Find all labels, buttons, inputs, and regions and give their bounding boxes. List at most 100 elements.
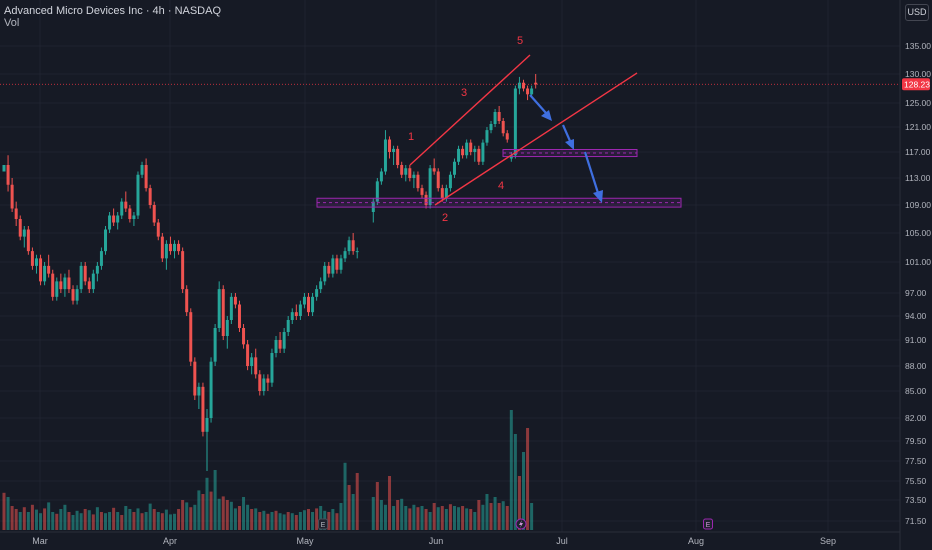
candle	[132, 212, 136, 226]
volume-bar	[160, 513, 164, 530]
volume-bar	[91, 514, 95, 530]
volume-bar	[258, 512, 262, 530]
candle	[181, 247, 185, 293]
candle	[274, 336, 278, 358]
candle	[51, 269, 55, 301]
volume-bar	[270, 512, 274, 530]
candle	[22, 226, 26, 248]
price-tick-label: 75.50	[905, 476, 927, 486]
price-tick-label: 73.50	[905, 495, 927, 505]
volume-bar	[22, 507, 26, 530]
volume-bar	[343, 462, 347, 530]
candle	[189, 308, 193, 366]
candle	[108, 212, 112, 233]
candle	[331, 254, 335, 278]
candle	[408, 165, 412, 182]
candle	[156, 219, 160, 241]
candle	[10, 178, 14, 212]
volume-bar	[67, 512, 71, 530]
candle	[168, 236, 172, 255]
candle	[270, 348, 274, 387]
volume-bar	[124, 506, 128, 530]
price-tick-label: 113.00	[905, 173, 931, 183]
volume-bar	[217, 498, 221, 530]
candle	[343, 247, 347, 262]
candle	[221, 285, 225, 340]
candle	[392, 145, 396, 165]
volume-bar	[473, 512, 477, 530]
volume-bar	[18, 512, 22, 530]
volume-bar	[294, 515, 298, 530]
candle	[282, 328, 286, 353]
lower-wedge-line	[434, 72, 638, 206]
candle	[233, 293, 237, 309]
candle	[55, 277, 59, 301]
volume-bar	[112, 507, 116, 530]
candle	[14, 201, 18, 226]
candle	[43, 262, 47, 286]
volume-bar	[436, 507, 440, 530]
price-tick-label: 101.00	[905, 257, 931, 267]
price-tick-label: 125.00	[905, 98, 931, 108]
volume-bar	[335, 513, 339, 530]
volume-bar	[213, 470, 217, 530]
arrow-2-head-icon	[565, 139, 574, 150]
candle	[278, 332, 282, 353]
volume-bar	[173, 513, 177, 530]
candle	[71, 285, 75, 305]
candle	[327, 262, 331, 278]
price-tick-label: 130.00	[905, 69, 931, 79]
volume-bar	[286, 512, 290, 530]
candle	[213, 324, 217, 366]
volume-bar	[108, 512, 112, 530]
price-tick-label: 77.50	[905, 456, 927, 466]
volume-bar	[189, 507, 193, 530]
wave-label-2: 2	[442, 212, 448, 224]
volume-bar	[233, 508, 237, 530]
volume-bar	[444, 509, 448, 530]
candle	[140, 161, 144, 178]
candle	[99, 247, 103, 270]
volume-bar	[392, 506, 396, 530]
candle	[315, 285, 319, 301]
volume-bar	[432, 503, 436, 530]
volume-bar	[493, 497, 497, 530]
volume-bar	[99, 512, 103, 530]
candle	[144, 158, 148, 192]
earnings-marker-icon[interactable]: E	[703, 518, 713, 530]
chart-grid	[0, 0, 901, 550]
candle	[83, 262, 87, 286]
currency-button[interactable]: USD	[905, 4, 929, 21]
volume-bar	[290, 513, 294, 530]
volume-bar	[513, 434, 517, 530]
volume-bar	[10, 506, 14, 530]
candle	[335, 254, 339, 274]
volume-bar	[75, 510, 79, 530]
volume-bar	[485, 494, 489, 530]
candle	[420, 184, 424, 199]
lightning-marker-icon[interactable]	[515, 518, 527, 530]
time-axis: Mar Apr May Jun Jul Aug Sep	[32, 536, 836, 546]
volume-bar	[347, 485, 351, 530]
candle	[444, 184, 448, 202]
earnings-marker-icon[interactable]: E	[318, 518, 328, 530]
time-tick-label: Jul	[556, 536, 568, 546]
volume-bar	[379, 500, 383, 530]
candle	[481, 139, 485, 165]
volume-bar	[43, 508, 47, 530]
upper-wedge-line	[409, 54, 531, 166]
candle	[95, 262, 99, 282]
candle	[173, 240, 177, 259]
volume-bar	[522, 452, 525, 530]
price-tick-label: 109.00	[905, 200, 931, 210]
wave-labels: 1 2 3 4 5	[408, 35, 523, 224]
candle	[319, 277, 323, 293]
candle	[534, 74, 538, 89]
candle	[164, 240, 168, 270]
price-tick-label: 94.00	[905, 311, 927, 321]
volume-bar	[307, 509, 310, 530]
candle	[497, 106, 501, 124]
volume-bar	[489, 503, 493, 530]
